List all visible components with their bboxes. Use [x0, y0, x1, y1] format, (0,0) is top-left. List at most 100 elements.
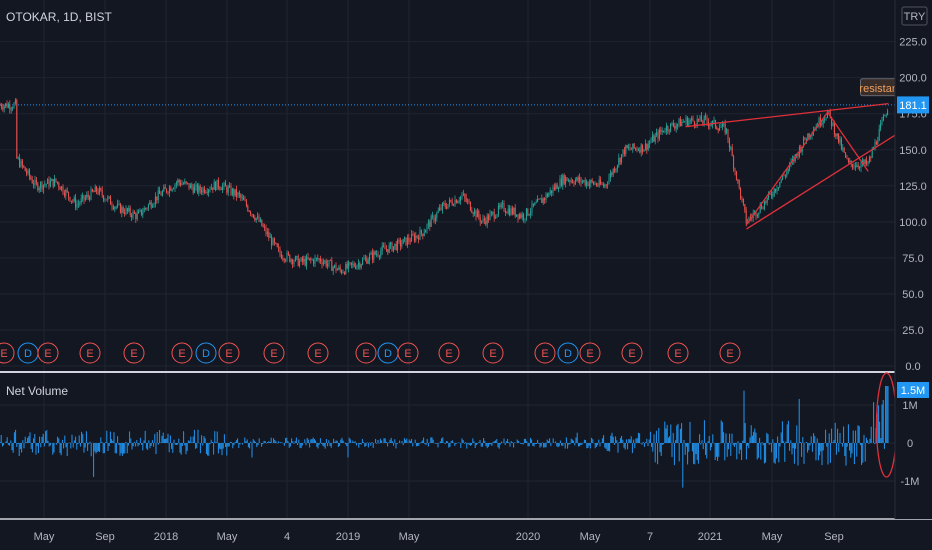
- price-scale[interactable]: [895, 0, 932, 519]
- candle-body: [341, 270, 343, 274]
- candle-body: [712, 120, 714, 125]
- candle-body: [303, 258, 305, 262]
- candle-body: [264, 226, 266, 228]
- candle-body: [181, 183, 183, 186]
- candle-body: [656, 132, 658, 136]
- candle-body: [152, 205, 154, 208]
- candle-body: [280, 254, 282, 259]
- candle-body: [649, 142, 651, 145]
- candle-body: [661, 130, 663, 132]
- volume-indicator-title[interactable]: Net Volume: [6, 384, 68, 398]
- candle-body: [567, 180, 569, 182]
- candle-body: [584, 180, 586, 186]
- candle-body: [831, 116, 833, 126]
- candle-body: [6, 103, 8, 108]
- candle-body: [612, 168, 614, 175]
- candle-body: [23, 165, 25, 168]
- candle-body: [75, 197, 77, 208]
- candle-body: [840, 139, 842, 150]
- candle-body: [728, 140, 730, 148]
- candle-body: [483, 218, 485, 221]
- candle-body: [229, 185, 231, 188]
- candle-body: [170, 187, 172, 191]
- candle-body: [325, 260, 327, 267]
- candle-body: [724, 123, 726, 133]
- candle-body: [143, 208, 145, 213]
- candle-body: [173, 188, 175, 190]
- price-tick-label: 75.0: [902, 253, 923, 265]
- candle-body: [738, 179, 740, 188]
- candle-body: [122, 207, 124, 213]
- time-tick-label: May: [217, 531, 238, 543]
- candle-body: [311, 259, 313, 261]
- candle-body: [625, 145, 627, 154]
- candle-body: [619, 157, 621, 163]
- candle-body: [545, 194, 547, 200]
- candle-body: [322, 262, 324, 265]
- candle-body: [691, 117, 693, 120]
- candle-body: [215, 181, 217, 191]
- earnings-marker: [79, 342, 101, 364]
- candle-body: [188, 182, 190, 189]
- time-tick-label: Sep: [95, 531, 115, 543]
- candle-body: [314, 257, 316, 264]
- price-tick-label: 25.0: [902, 325, 923, 337]
- candle-body: [685, 117, 687, 122]
- candle-body: [139, 209, 141, 212]
- candle-body: [324, 260, 326, 263]
- candle-body: [537, 198, 539, 203]
- candle-body: [804, 137, 806, 140]
- candle-body: [219, 187, 221, 189]
- candle-body: [671, 123, 673, 124]
- candle-body: [187, 182, 189, 184]
- candle-body: [569, 180, 571, 182]
- candle-body: [833, 123, 835, 135]
- candle-body: [863, 160, 865, 164]
- svg-text:1.5M: 1.5M: [901, 385, 925, 397]
- candle-body: [868, 157, 870, 163]
- candle-body: [56, 181, 58, 183]
- candle-body: [49, 181, 51, 187]
- candle-body: [772, 195, 774, 197]
- candle-body: [126, 208, 128, 211]
- candle-body: [576, 177, 578, 181]
- candle-body: [335, 264, 337, 271]
- candle-body: [616, 165, 618, 169]
- candle-body: [797, 153, 799, 157]
- candle-body: [632, 143, 634, 150]
- candle-body: [394, 243, 396, 247]
- candle-body: [371, 252, 373, 260]
- candle-body: [780, 179, 782, 183]
- candle-body: [93, 191, 95, 193]
- candle-body: [538, 198, 540, 200]
- candle-body: [611, 172, 613, 175]
- earnings-marker: [171, 342, 193, 364]
- candle-body: [247, 205, 249, 211]
- earnings-marker: [123, 342, 145, 364]
- candle-body: [464, 194, 466, 198]
- candle-body: [717, 128, 719, 131]
- candle-body: [761, 205, 763, 209]
- candle-body: [832, 123, 834, 126]
- candle-body: [775, 188, 777, 192]
- price-tick-label: 100.0: [899, 217, 927, 229]
- event-marker-letter: E: [314, 348, 321, 360]
- price-tick-label: 50.0: [902, 289, 923, 301]
- candle-body: [756, 214, 758, 217]
- candle-body: [278, 246, 280, 249]
- currency-badge[interactable]: TRY: [901, 6, 928, 26]
- candle-body: [285, 259, 287, 261]
- candle-body: [297, 256, 299, 266]
- candle-body: [615, 168, 617, 172]
- candle-body: [213, 181, 215, 190]
- symbol-title[interactable]: OTOKAR, 1D, BIST: [6, 10, 112, 24]
- candle-body: [21, 160, 23, 166]
- candle-body: [175, 183, 177, 185]
- candle-body: [129, 207, 131, 215]
- candle-body: [90, 189, 92, 200]
- candle-body: [677, 123, 679, 126]
- candle-body: [740, 187, 742, 199]
- candle-body: [96, 186, 98, 192]
- candle-body: [14, 100, 16, 104]
- candle-body: [700, 115, 702, 122]
